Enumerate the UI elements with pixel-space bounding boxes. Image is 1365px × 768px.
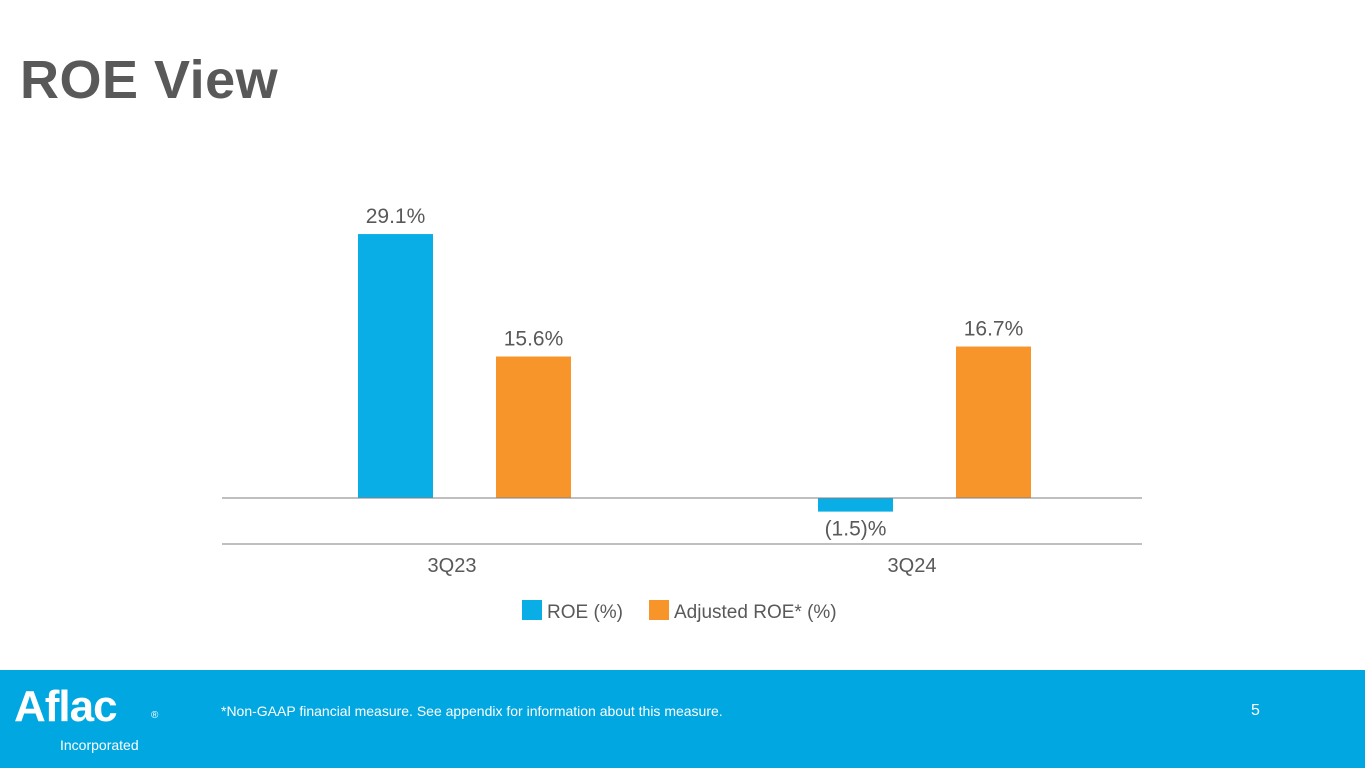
slide-title: ROE View (20, 50, 279, 110)
bar-3q23-series-0 (358, 234, 433, 499)
category-label-3q24: 3Q24 (888, 555, 937, 577)
data-label: 16.7% (964, 318, 1024, 341)
bar-3q24-series-0 (818, 498, 893, 512)
page-number: 5 (1251, 702, 1260, 719)
category-label-3q23: 3Q23 (428, 555, 477, 577)
data-label: (1.5)% (825, 518, 887, 541)
legend-label-0: ROE (%) (547, 602, 623, 623)
aflac-logo: Aflac ® Incorporated (0, 670, 200, 768)
data-label: 15.6% (504, 328, 564, 351)
roe-bar-chart: 29.1% (1.5)% 15.6% 16.7% 3Q23 3Q24 ROE (%) Adju… (222, 205, 1142, 623)
legend-label-1: Adjusted ROE* (%) (674, 602, 837, 623)
bar-3q24-series-1 (956, 346, 1031, 498)
bar-3q23-series-1 (496, 356, 571, 498)
data-label: 29.1% (366, 205, 426, 228)
legend-swatch-0 (522, 600, 542, 620)
logo-registered-mark: ® (151, 710, 159, 721)
legend-swatch-1 (649, 600, 669, 620)
logo-subtitle: Incorporated (60, 737, 139, 753)
footnote: *Non-GAAP financial measure. See appendi… (221, 703, 723, 719)
footer-bar: Aflac ® Incorporated *Non-GAAP financial… (0, 670, 1365, 768)
logo-wordmark: Aflac (14, 682, 118, 731)
